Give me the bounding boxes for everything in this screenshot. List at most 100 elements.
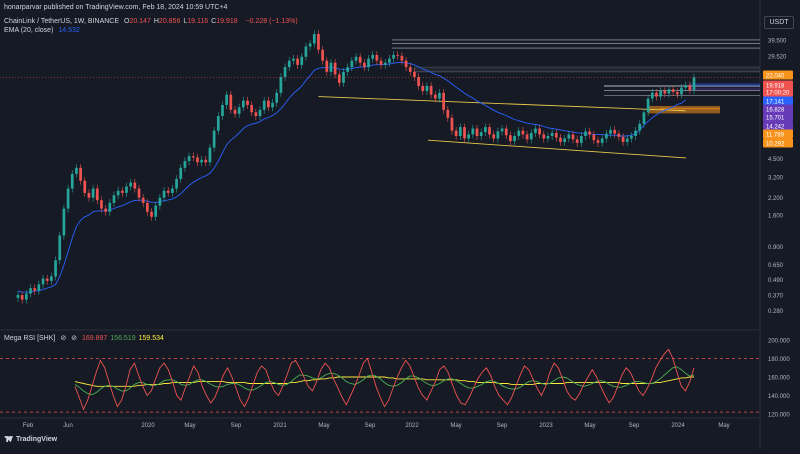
candle-body — [550, 132, 554, 137]
candle-body — [104, 208, 107, 212]
time-axis-label: Sep — [231, 423, 242, 429]
time-axis-label: May — [450, 423, 461, 429]
candle-body — [475, 128, 479, 137]
candle-body — [137, 188, 141, 198]
currency-button[interactable]: USDT — [764, 16, 794, 29]
candle-body — [521, 130, 525, 135]
candle-body — [496, 131, 500, 139]
ohlc-value: 20.856 — [158, 18, 181, 25]
candle-body — [141, 197, 145, 203]
time-axis-label: May — [318, 423, 329, 429]
candle-body — [642, 112, 646, 124]
candle-body — [258, 109, 262, 117]
candle-body — [100, 200, 103, 209]
price-tag-label: 11.789 — [766, 132, 785, 138]
candle-body — [413, 71, 416, 78]
candle-body — [37, 284, 41, 291]
price-axis-label: 0.900 — [768, 245, 784, 251]
candle-body — [191, 156, 195, 158]
rsi-axis-label: 200.000 — [768, 339, 790, 345]
price-tag-label: 17:00:20 — [766, 90, 790, 96]
candle-body — [87, 192, 91, 198]
ohlc-key: C — [211, 18, 217, 25]
candle-body — [267, 100, 270, 108]
candle-body — [358, 56, 362, 63]
candle-body — [162, 190, 166, 198]
candle-body — [24, 293, 28, 300]
price-change: −0.228 (−1.13%) — [245, 18, 298, 25]
ohlc-value: 20.147 — [129, 18, 151, 25]
price-axis-label: 0.490 — [768, 278, 784, 284]
rsi-label[interactable]: Mega RSI [SHK] — [4, 335, 56, 342]
time-axis-label: 2022 — [405, 423, 419, 429]
candle-body — [120, 190, 124, 193]
candle-body — [50, 276, 53, 281]
candle-body — [125, 186, 128, 193]
candle-body — [554, 132, 558, 138]
candle-body — [208, 147, 212, 163]
candle-body — [292, 58, 295, 61]
tradingview-icon — [4, 436, 13, 443]
candle-body — [325, 60, 329, 72]
price-tag — [763, 112, 793, 122]
rsi-axis-label: 180.000 — [768, 357, 790, 363]
price-tag-label: 14.242 — [766, 124, 785, 130]
candle-body — [154, 205, 158, 217]
time-axis-label: 2023 — [539, 423, 553, 429]
price-axis-label: 2.200 — [768, 196, 784, 202]
candle-body — [95, 188, 99, 201]
candle-body — [254, 112, 258, 117]
candle-body — [425, 85, 429, 92]
candle-body — [617, 133, 621, 137]
candle-body — [667, 89, 671, 94]
candle-body — [655, 92, 658, 97]
price-axis-label: 4.500 — [768, 157, 784, 163]
symbol-name[interactable]: ChainLink / TetherUS, 1W, BINANCE — [4, 18, 120, 25]
candle-body — [513, 136, 516, 142]
time-axis-label: 2020 — [141, 423, 155, 429]
candle-body — [204, 159, 208, 163]
candle-body — [133, 182, 137, 189]
candle-body — [442, 92, 445, 110]
candle-body — [271, 102, 274, 108]
price-axis-label: 0.370 — [768, 294, 784, 300]
candle-body — [241, 100, 245, 108]
candle-body — [91, 188, 95, 198]
ohlc-values: O20.147 H20.856 L19.116 C19.918 — [124, 18, 241, 25]
ema-label[interactable]: EMA (20, close) — [4, 27, 54, 34]
candle-body — [638, 123, 642, 131]
candle-body — [41, 278, 45, 285]
purple-zone — [690, 87, 760, 91]
candle-body — [229, 94, 233, 110]
candle-body — [688, 85, 692, 90]
candle-body — [62, 208, 66, 236]
candle-body — [275, 92, 279, 103]
channel-upper — [318, 96, 686, 112]
candle-body — [605, 133, 608, 139]
eye-icon[interactable]: ⊘ — [60, 335, 67, 342]
price-tag — [763, 121, 793, 131]
candle-body — [317, 34, 320, 50]
ohlc-key: L — [183, 18, 188, 25]
candle-body — [575, 139, 579, 143]
candle-body — [588, 131, 592, 135]
candle-body — [58, 235, 62, 261]
candle-body — [362, 62, 366, 68]
candle-body — [467, 134, 471, 139]
settings-icon[interactable]: ⊘ — [71, 335, 78, 342]
rsi-values: 169.897 156.519 159.534 — [82, 335, 167, 342]
candle-body — [237, 107, 241, 114]
ema-line — [17, 61, 686, 293]
candle-body — [45, 278, 49, 281]
candle-body — [404, 60, 408, 68]
candle-body — [534, 128, 537, 133]
ohlc-value: 19.918 — [216, 18, 238, 25]
candle-body — [346, 67, 350, 72]
price-axis-label: 1.600 — [768, 214, 784, 220]
candle-body — [70, 173, 74, 189]
price-tag — [763, 129, 793, 139]
candle-body — [463, 127, 466, 139]
rsi-value: 169.897 — [81, 335, 108, 342]
candle-body — [630, 136, 633, 139]
